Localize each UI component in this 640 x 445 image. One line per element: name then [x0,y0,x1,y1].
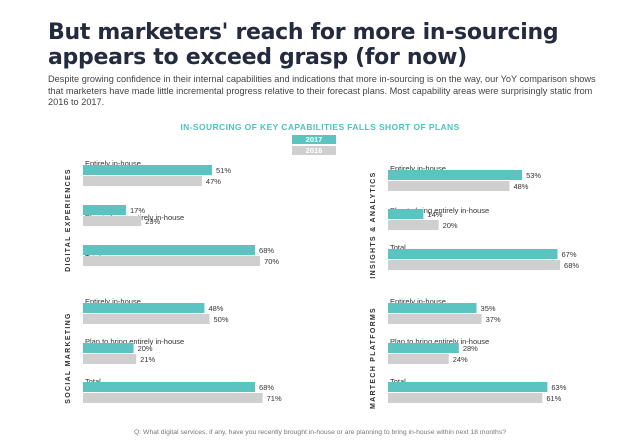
survey-question-footnote: Q: What digital services, if any, have y… [133,429,507,436]
bar-2017 [83,382,256,392]
value-label-2016: 24% [453,355,468,364]
bar-2017 [83,165,213,175]
bar-2017 [83,245,256,255]
value-label-2017: 35% [481,304,496,313]
value-label-2016: 70% [264,257,279,266]
bar-2017 [388,209,424,219]
panel-label-digital-experiences: DIGITAL EXPERIENCES [65,168,72,272]
legend-2017: 2017 [292,135,336,144]
bar-2016 [388,260,561,270]
panel-label-social-marketing: SOCIAL MARKETING [65,312,72,403]
value-label-2017: 14% [427,210,442,219]
bar-2017 [83,343,134,353]
value-label-2017: 68% [259,246,274,255]
value-label-2016: 71% [267,394,282,403]
bar-2016 [388,393,543,403]
bar-2017 [388,170,523,180]
value-label-2016: 23% [145,217,160,226]
bar-2017 [388,303,477,313]
chart-title: IN-SOURCING OF KEY CAPABILITIES FALLS SH… [180,122,460,132]
group-label: Plan to bring entirely in-house [390,337,489,346]
value-label-2016: 68% [564,261,579,270]
value-label-2017: 63% [551,383,566,392]
bar-2017 [388,382,548,392]
value-label-2017: 17% [130,206,145,215]
panel-label-insights-analytics: INSIGHTS & ANALYTICS [370,171,377,278]
bar-2016 [388,354,449,364]
value-label-2016: 48% [513,182,528,191]
page-description: Despite growing confidence in their inte… [48,74,596,107]
bar-2017 [83,303,205,313]
value-label-2016: 50% [214,315,229,324]
group-label: Plan to bring entirely in-house [85,337,184,346]
page-title: But marketers' reach for more in-sourcin… [48,20,559,70]
bar-2016 [83,393,263,403]
value-label-2016: 61% [546,394,561,403]
value-label-2017: 53% [526,171,541,180]
value-label-2016: 47% [206,177,221,186]
value-label-2017: 67% [562,250,577,259]
bar-2016 [388,314,482,324]
bar-2016 [388,181,510,191]
bar-2016 [388,220,439,230]
bar-2016 [83,314,210,324]
value-label-2016: 37% [486,315,501,324]
bar-2016 [83,256,261,266]
group-label: Total [390,243,406,252]
legend-2016: 2016 [292,146,336,155]
group-label: Entirely in-house [85,159,141,168]
value-label-2016: 20% [443,221,458,230]
bar-2017 [388,343,459,353]
group-label: Entirely in-house [390,297,446,306]
bar-2016 [83,216,142,226]
group-label: Total [390,377,406,386]
value-label-2017: 20% [138,344,153,353]
group-label: Total [85,377,101,386]
value-label-2017: 28% [463,344,478,353]
bar-2016 [83,176,202,186]
bar-2017 [83,205,127,215]
value-label-2017: 68% [259,383,274,392]
bar-2016 [83,354,137,364]
group-label: Entirely in-house [85,297,141,306]
group-label: Plan to bring entirely in-house [390,206,489,215]
value-label-2016: 21% [140,355,155,364]
bar-2017 [388,249,558,259]
value-label-2017: 51% [216,166,231,175]
value-label-2017: 48% [208,304,223,313]
panel-label-martech-platforms: MARTECH PLATFORMS [370,307,377,409]
group-label: Entirely in-house [390,164,446,173]
